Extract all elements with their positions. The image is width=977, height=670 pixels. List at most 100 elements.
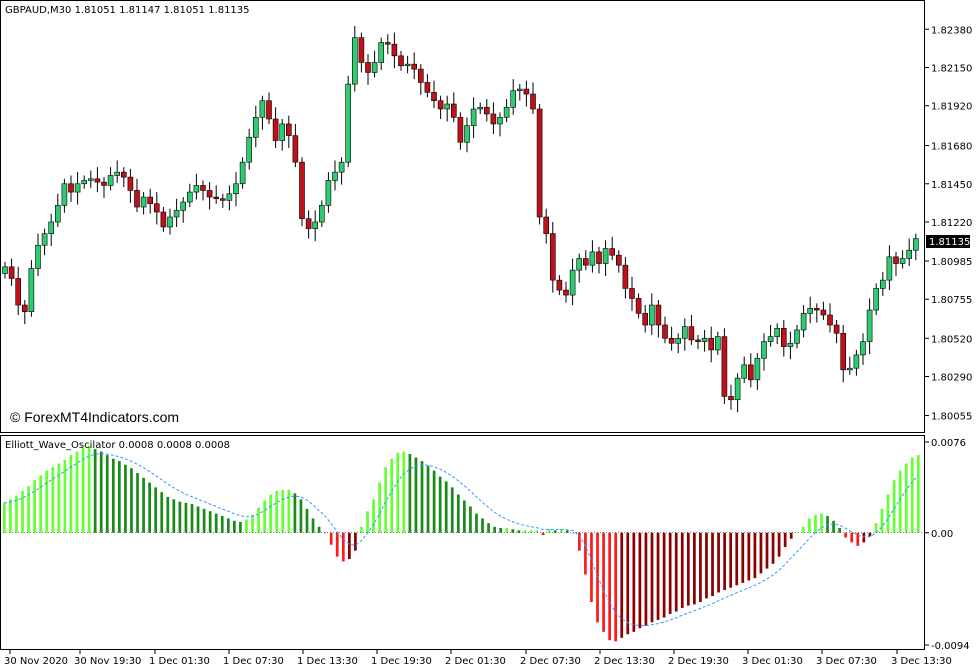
candle xyxy=(556,275,563,296)
candle xyxy=(490,102,497,134)
oscillator-bar xyxy=(329,532,333,545)
candle xyxy=(695,334,701,350)
candle xyxy=(285,115,292,149)
oscillator-bar xyxy=(662,532,666,618)
candle xyxy=(741,356,748,384)
oscillator-bar xyxy=(148,482,151,533)
candle xyxy=(246,128,252,170)
oscillator-bar xyxy=(844,532,848,538)
candle xyxy=(464,117,470,153)
price-panel[interactable] xyxy=(0,0,925,433)
oscillator-bar xyxy=(456,494,460,533)
oscillator-bar xyxy=(777,532,781,557)
oscillator-bar xyxy=(432,470,436,533)
oscillator-bar xyxy=(910,457,914,533)
candle xyxy=(424,74,431,98)
oscillator-bar xyxy=(584,532,587,575)
candle xyxy=(15,266,21,316)
oscillator-bar xyxy=(541,532,545,536)
time-tick-label: 3 Dec 07:30 xyxy=(816,656,877,667)
candle xyxy=(827,303,833,333)
oscillator-bar xyxy=(33,480,36,533)
price-tick-label: 1.81220 xyxy=(931,218,972,229)
candle xyxy=(840,324,847,383)
oscillator-bar xyxy=(160,492,164,533)
candle xyxy=(345,75,352,168)
candle xyxy=(180,197,186,223)
oscillator-bar xyxy=(808,518,811,533)
price-tick-label: 1.80290 xyxy=(931,372,972,383)
candle xyxy=(226,185,233,211)
candle xyxy=(213,185,219,204)
oscillator-bar xyxy=(142,477,145,533)
oscillator-bar xyxy=(493,526,496,533)
oscillator-bar xyxy=(420,461,424,533)
candle xyxy=(879,271,886,296)
oscillator-bar xyxy=(81,447,85,533)
oscillator-bar xyxy=(305,508,309,533)
oscillator-bar xyxy=(614,532,618,642)
candle xyxy=(2,261,8,279)
oscillator-bar xyxy=(674,532,678,612)
candle xyxy=(893,251,899,276)
candle xyxy=(318,200,325,227)
oscillator-bar xyxy=(93,449,97,533)
oscillator-bar xyxy=(511,529,515,533)
candle xyxy=(371,50,378,78)
oscillator-bar xyxy=(656,532,660,620)
candle xyxy=(510,79,517,115)
oscillator-bar xyxy=(868,532,872,537)
candle xyxy=(668,326,675,351)
oscillator-bar xyxy=(45,470,49,533)
oscillator-bar xyxy=(487,523,490,533)
oscillator-bar xyxy=(226,518,230,533)
oscillator-bar xyxy=(620,532,624,638)
candle xyxy=(681,318,688,351)
oscillator-bar xyxy=(287,489,291,533)
candle xyxy=(21,300,28,325)
candle xyxy=(88,170,94,188)
oscillator-bar xyxy=(372,499,375,533)
candle xyxy=(127,168,134,203)
oscillator-bar xyxy=(886,494,890,533)
candle xyxy=(193,173,200,200)
oscillator-bar xyxy=(517,530,521,533)
oscillator-bar xyxy=(39,475,43,533)
candle xyxy=(332,160,338,191)
candle xyxy=(338,157,345,185)
candle xyxy=(728,384,734,410)
time-tick-label: 2 Dec 07:30 xyxy=(520,656,581,667)
candle xyxy=(35,233,41,276)
oscillator-bar xyxy=(269,494,273,533)
oscillator-bar xyxy=(547,529,551,533)
candle xyxy=(457,112,464,150)
price-tick-label: 1.82150 xyxy=(931,63,972,74)
oscillator-bar xyxy=(166,496,170,533)
oscillator-bar xyxy=(233,520,236,533)
oscillator-bar xyxy=(69,455,73,533)
oscillator-bar xyxy=(832,520,835,533)
oscillator-bar xyxy=(111,458,115,533)
candle xyxy=(549,221,556,293)
indicator-panel[interactable] xyxy=(0,435,925,650)
time-tick-label: 1 Dec 19:30 xyxy=(371,656,432,667)
oscillator-bar xyxy=(693,532,696,605)
oscillator-bar xyxy=(602,532,605,632)
time-tick-label: 3 Dec 13:30 xyxy=(891,656,952,667)
candle xyxy=(233,172,239,207)
candle xyxy=(417,64,424,95)
candle xyxy=(813,303,820,323)
oscillator-bar xyxy=(723,532,726,591)
candle xyxy=(536,104,543,225)
candle xyxy=(61,178,68,213)
candle xyxy=(497,112,503,137)
oscillator-bar xyxy=(765,532,769,569)
candle xyxy=(266,92,272,124)
price-axis: 1.82380 1.82150 1.81920 1.81680 1.81450 1.812… xyxy=(925,25,972,423)
candle xyxy=(569,258,576,306)
oscillator-tick-label: 0.0076 xyxy=(931,438,966,449)
oscillator-bar xyxy=(838,527,841,533)
oscillator-bar xyxy=(535,530,539,533)
oscillator-histogram xyxy=(3,445,920,642)
oscillator-bar xyxy=(384,467,388,533)
